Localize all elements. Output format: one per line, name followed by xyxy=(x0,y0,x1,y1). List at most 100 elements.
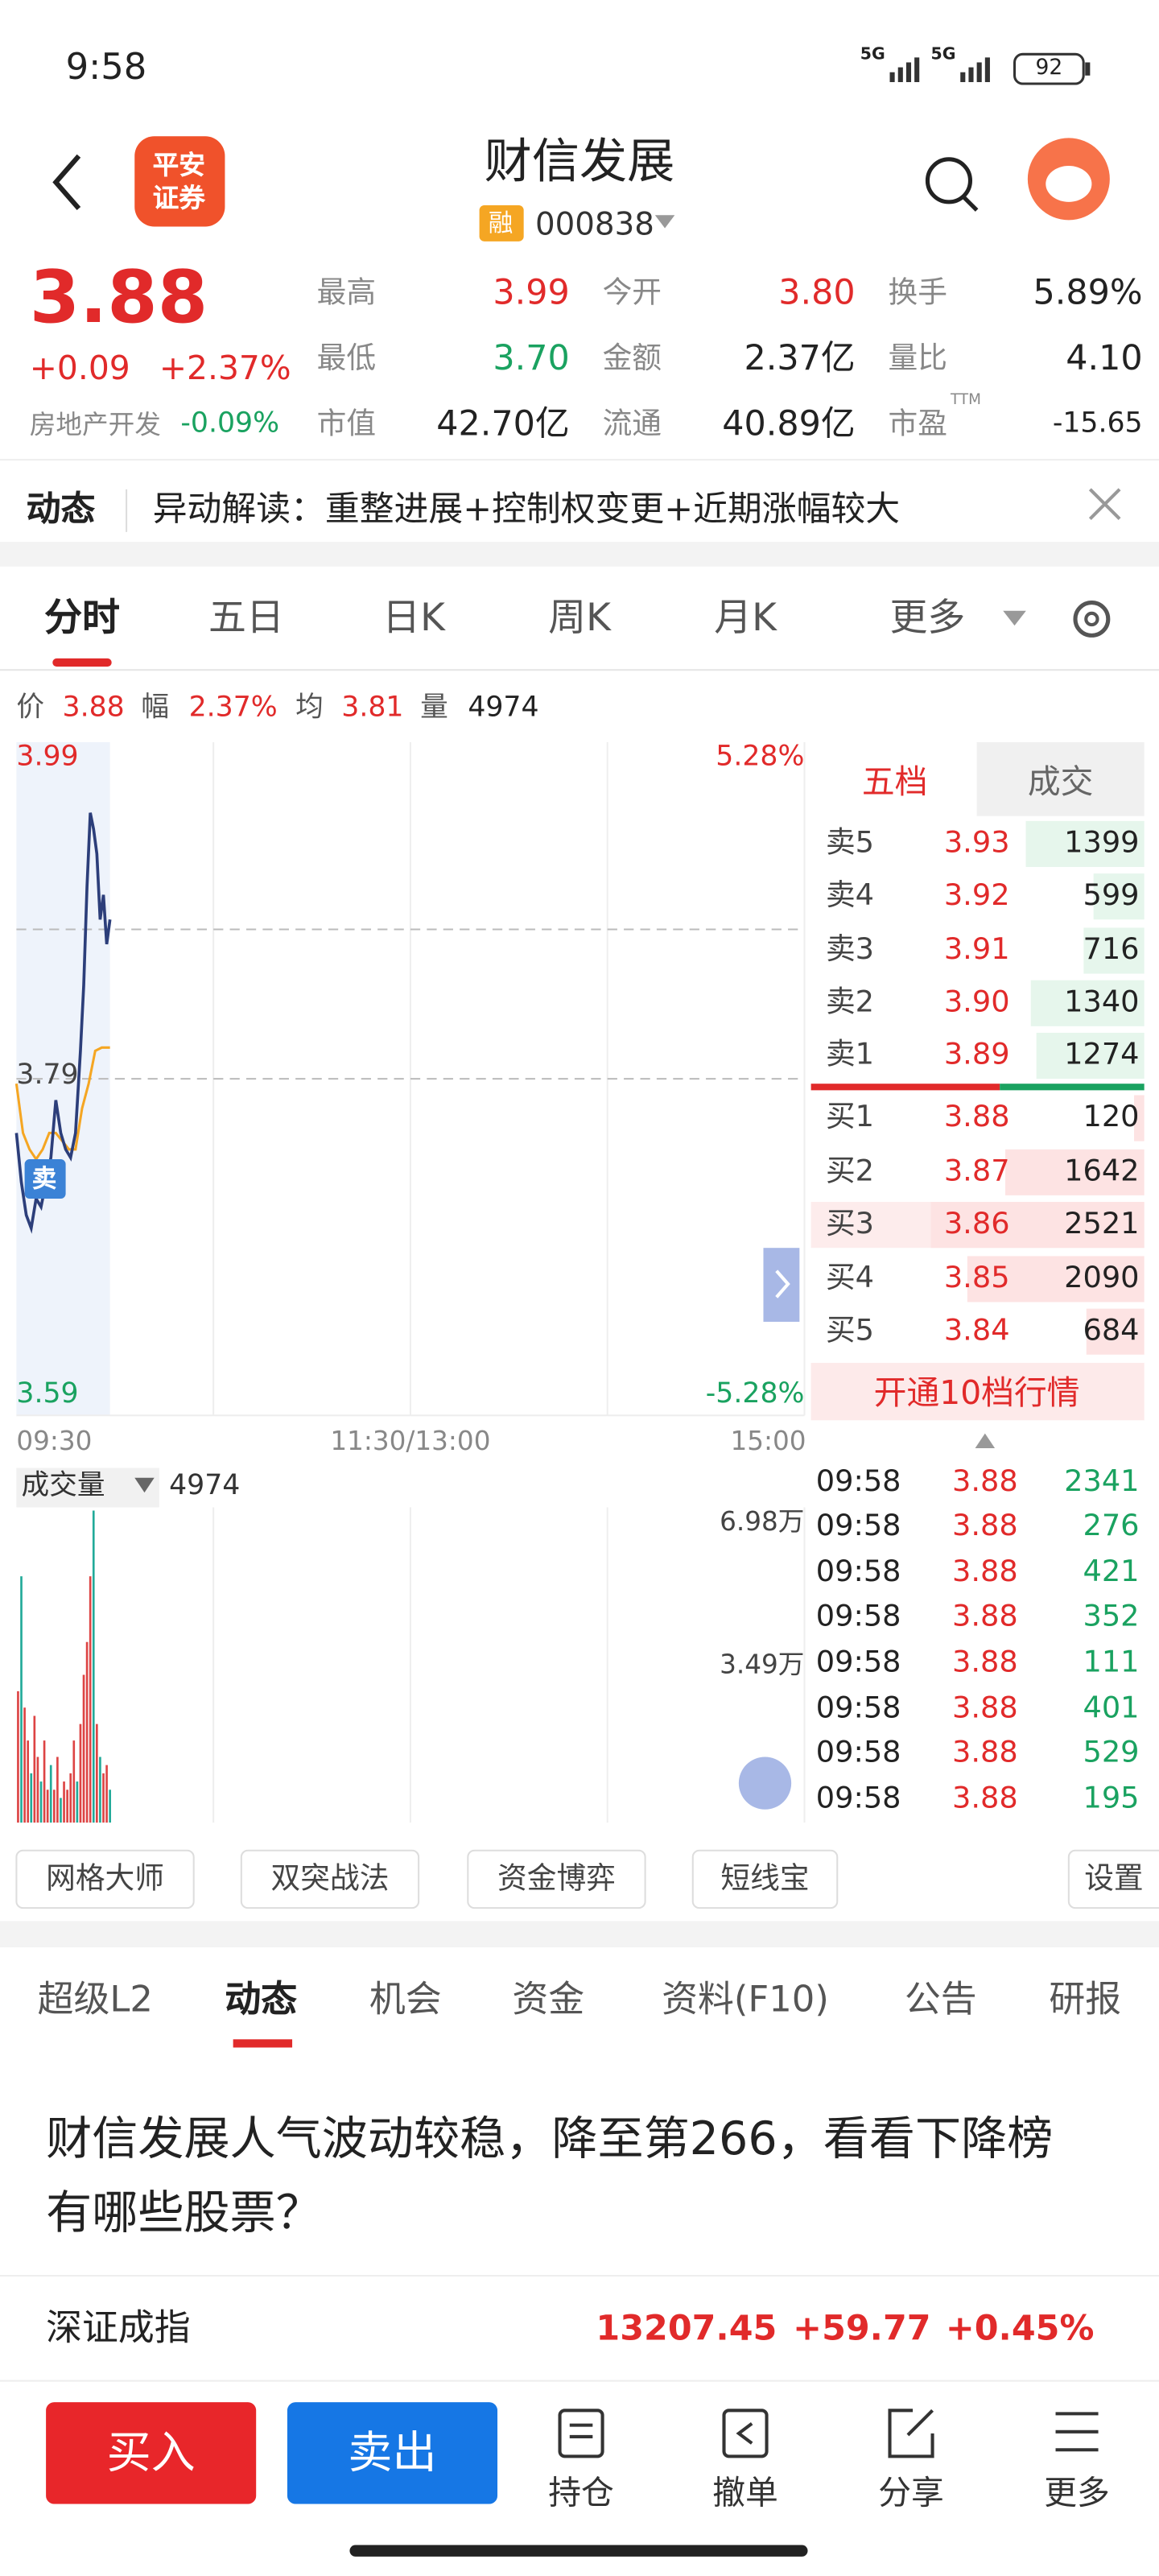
settings-icon[interactable] xyxy=(1073,601,1111,638)
level-volume: 716 xyxy=(1083,933,1140,968)
tool-label[interactable]: 双突战法 xyxy=(270,1862,390,1897)
trade-price: 3.88 xyxy=(952,1645,1018,1681)
tool-button[interactable] xyxy=(691,1849,839,1909)
level-volume: 599 xyxy=(1083,879,1140,914)
orderbook-tab[interactable]: 成交 xyxy=(1027,762,1094,802)
chart-tab[interactable]: 五日 xyxy=(208,597,284,641)
price-line xyxy=(14,812,112,1234)
level-price: 3.84 xyxy=(943,1314,1010,1349)
index-value: 13207.45 xyxy=(596,2309,777,2349)
search-icon[interactable] xyxy=(925,157,973,204)
tab-indicator xyxy=(52,658,112,667)
network: 5G xyxy=(860,46,885,64)
section-tab[interactable]: 资料(F10) xyxy=(662,1979,829,2021)
action-label[interactable]: 分享 xyxy=(878,2472,944,2512)
info-label: 价 xyxy=(16,691,45,724)
info-value: 2.37% xyxy=(188,691,278,724)
logo-text: 证券 xyxy=(152,181,205,213)
close-icon[interactable] xyxy=(1088,488,1121,520)
gap xyxy=(0,542,1159,567)
action-label[interactable]: 撤单 xyxy=(712,2472,778,2512)
scroll-button[interactable] xyxy=(763,1248,800,1322)
section-tab[interactable]: 研报 xyxy=(1049,1979,1122,2021)
price: 3.88 xyxy=(29,256,208,341)
trade-time: 09:58 xyxy=(815,1645,901,1681)
ask-depth xyxy=(1083,927,1145,974)
level-volume: 684 xyxy=(1083,1314,1140,1349)
level-price: 3.85 xyxy=(943,1261,1010,1297)
level-label: 卖2 xyxy=(825,985,875,1021)
orderbook-tab[interactable]: 五档 xyxy=(861,762,928,802)
trade-price: 3.88 xyxy=(952,1736,1018,1771)
tool-label[interactable]: 资金博弈 xyxy=(497,1862,616,1897)
trade-volume: 195 xyxy=(1083,1781,1140,1817)
upgrade-bg[interactable] xyxy=(810,1362,1145,1421)
bid-depth xyxy=(1086,1308,1145,1355)
info-label: 均 xyxy=(295,691,324,724)
headline[interactable]: 财信发展人气波动较稳，降至第266，看看下降榜有哪些股票？ xyxy=(46,2112,1054,2240)
chart-tab[interactable]: 周K xyxy=(548,597,611,641)
gap xyxy=(0,1921,1159,1948)
level-label: 卖3 xyxy=(825,933,875,968)
info-value: 3.81 xyxy=(341,691,404,724)
ask-depth xyxy=(1093,873,1145,920)
sell-button[interactable] xyxy=(287,2402,498,2504)
section-tab[interactable]: 动态 xyxy=(225,1979,298,2021)
battery xyxy=(1013,52,1085,85)
y-label: 3.59 xyxy=(16,1377,79,1411)
back-icon[interactable] xyxy=(52,154,81,211)
tool-label[interactable]: 网格大师 xyxy=(46,1862,164,1897)
section-tab[interactable]: 公告 xyxy=(904,1979,977,2021)
volume-scale: 6.98万 xyxy=(720,1505,805,1537)
info-label: 量 xyxy=(420,691,448,724)
more-dropdown xyxy=(1003,610,1026,626)
bid-depth xyxy=(1134,1095,1145,1141)
section-tab[interactable]: 资金 xyxy=(512,1979,585,2021)
tool-label[interactable]: 短线宝 xyxy=(720,1862,810,1897)
level-volume: 120 xyxy=(1083,1100,1140,1136)
stat-label: 换手 xyxy=(888,276,947,312)
trade-price: 3.88 xyxy=(952,1555,1018,1591)
section-tab[interactable]: 机会 xyxy=(369,1979,442,2021)
volume-dropdown xyxy=(134,1477,155,1493)
stat-value: 4.10 xyxy=(1066,338,1143,378)
logo-text: 平安 xyxy=(152,149,205,180)
chart-tab[interactable]: 更多 xyxy=(889,597,966,641)
tool-button[interactable] xyxy=(467,1849,646,1909)
y-label: 3.79 xyxy=(16,1059,79,1092)
tool-button[interactable] xyxy=(240,1849,420,1909)
info-value: 4974 xyxy=(468,691,539,724)
stat-value: 3.80 xyxy=(778,273,856,313)
chart-tab[interactable]: 分时 xyxy=(44,597,120,641)
upgrade-link[interactable]: 开通10档行情 xyxy=(873,1373,1080,1413)
buy-button[interactable] xyxy=(46,2402,257,2504)
tool-button[interactable] xyxy=(1067,1849,1159,1909)
trade-volume: 276 xyxy=(1083,1509,1140,1545)
action-label[interactable]: 更多 xyxy=(1044,2472,1110,2512)
trade-time: 09:58 xyxy=(815,1736,901,1771)
section-tab[interactable]: 超级L2 xyxy=(37,1979,153,2021)
chart-tab[interactable]: 月K xyxy=(714,597,777,641)
tool-button[interactable] xyxy=(15,1849,195,1909)
stat-label: 最低 xyxy=(316,342,377,377)
trade-time: 09:58 xyxy=(815,1465,901,1501)
sell-label[interactable]: 卖出 xyxy=(348,2428,437,2480)
buy-label[interactable]: 买入 xyxy=(106,2428,196,2480)
expand-button[interactable] xyxy=(738,1757,792,1810)
level-label: 买3 xyxy=(825,1207,875,1242)
level-price: 3.93 xyxy=(943,826,1010,861)
chart-tab[interactable]: 日K xyxy=(382,597,445,641)
level-label: 卖5 xyxy=(825,826,875,861)
stat-value: 40.89亿 xyxy=(722,404,856,444)
action-label[interactable]: 持仓 xyxy=(548,2472,614,2512)
y-label: -5.28% xyxy=(705,1377,805,1411)
y-label: 5.28% xyxy=(716,741,805,774)
tool-label[interactable]: 设置 xyxy=(1084,1862,1144,1897)
x-label: 11:30/13:00 xyxy=(330,1425,491,1456)
level-label: 买2 xyxy=(825,1154,875,1190)
ask-depth xyxy=(1036,1032,1145,1080)
section-indicator xyxy=(233,2039,293,2048)
level-volume: 1642 xyxy=(1064,1154,1140,1190)
stat-label: 量比 xyxy=(888,342,947,377)
